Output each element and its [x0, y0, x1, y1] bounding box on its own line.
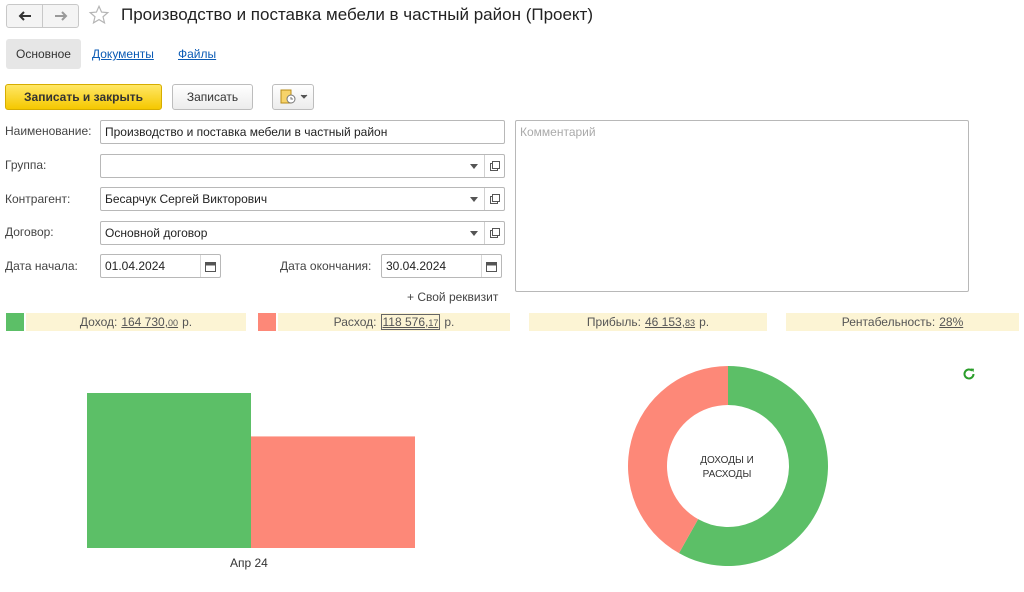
- profitability-stat: Рентабельность: 28%: [786, 313, 1019, 331]
- end-date-label: Дата окончания:: [280, 259, 372, 273]
- end-date-calendar-button[interactable]: [481, 255, 501, 277]
- back-button[interactable]: [7, 5, 42, 27]
- end-date-value[interactable]: 30.04.2024: [386, 259, 447, 273]
- expense-stat: Расход: 118 576,17 р.: [278, 313, 510, 331]
- income-label: Доход:: [79, 315, 118, 329]
- counterparty-field[interactable]: Бесарчук Сергей Викторович: [100, 187, 505, 211]
- contract-open-button[interactable]: [484, 222, 504, 244]
- favorite-button[interactable]: [88, 4, 110, 29]
- document-clock-icon: [280, 89, 295, 104]
- income-stat: Доход: 164 730,00 р.: [26, 313, 246, 331]
- profitability-label: Рентабельность:: [841, 315, 936, 329]
- navigation-buttons: [6, 4, 79, 28]
- group-field[interactable]: [100, 154, 505, 178]
- tab-main[interactable]: Основное: [6, 39, 81, 69]
- open-window-icon: [489, 228, 500, 238]
- income-unit: р.: [182, 315, 193, 329]
- counterparty-open-button[interactable]: [484, 188, 504, 210]
- calendar-icon: [486, 261, 497, 272]
- comment-field[interactable]: Комментарий: [515, 120, 969, 292]
- profitability-value[interactable]: 28%: [939, 315, 964, 329]
- start-date-label: Дата начала:: [5, 259, 78, 273]
- chevron-down-icon: [470, 196, 478, 202]
- expense-color-swatch: [258, 313, 276, 331]
- income-expense-donut-chart: [628, 366, 828, 566]
- chevron-down-icon: [300, 94, 307, 99]
- counterparty-label: Контрагент:: [5, 192, 71, 206]
- contract-value[interactable]: Основной договор: [105, 226, 208, 240]
- expense-label: Расход:: [333, 315, 377, 329]
- tab-documents[interactable]: Документы: [92, 47, 154, 61]
- start-date-calendar-button[interactable]: [200, 255, 220, 277]
- group-open-button[interactable]: [484, 155, 504, 177]
- name-label: Наименование:: [5, 124, 92, 138]
- income-color-swatch: [6, 313, 24, 331]
- counterparty-dropdown-button[interactable]: [464, 188, 484, 210]
- group-dropdown-button[interactable]: [464, 155, 484, 177]
- donut-center-title: ДОХОДЫ И РАСХОДЫ: [700, 455, 754, 480]
- arrow-left-icon: [18, 11, 31, 21]
- start-date-field[interactable]: 01.04.2024: [100, 254, 221, 278]
- group-label: Группа:: [5, 158, 47, 172]
- income-bar[interactable]: [87, 393, 251, 548]
- refresh-button[interactable]: [962, 367, 976, 384]
- forward-button[interactable]: [42, 5, 78, 27]
- calendar-icon: [205, 261, 216, 272]
- chevron-down-icon: [470, 163, 478, 169]
- expense-value[interactable]: 118 576,17: [380, 314, 441, 330]
- page-title: Производство и поставка мебели в частный…: [121, 5, 594, 24]
- open-window-icon: [489, 194, 500, 204]
- save-button[interactable]: Записать: [172, 84, 253, 110]
- save-and-close-button[interactable]: Записать и закрыть: [5, 84, 162, 110]
- end-date-field[interactable]: 30.04.2024: [381, 254, 502, 278]
- tab-files[interactable]: Файлы: [178, 47, 217, 61]
- group-value[interactable]: [101, 155, 464, 177]
- more-actions-button[interactable]: [272, 84, 314, 110]
- contract-field[interactable]: Основной договор: [100, 221, 505, 245]
- income-value[interactable]: 164 730,00: [121, 315, 179, 329]
- add-requisite-link[interactable]: + Свой реквизит: [407, 290, 499, 304]
- income-expense-bar-chart: [87, 393, 415, 548]
- expense-slice[interactable]: [628, 366, 728, 554]
- profit-label: Прибыль:: [586, 315, 641, 329]
- star-icon: [88, 4, 110, 25]
- income-slice[interactable]: [679, 366, 828, 566]
- expense-bar[interactable]: [251, 436, 415, 548]
- profit-stat: Прибыль: 46 153,83 р.: [529, 313, 767, 331]
- refresh-icon: [963, 368, 975, 380]
- expense-unit: р.: [444, 315, 455, 329]
- profit-value[interactable]: 46 153,83: [645, 315, 696, 329]
- start-date-value[interactable]: 01.04.2024: [105, 259, 166, 273]
- counterparty-value[interactable]: Бесарчук Сергей Викторович: [105, 192, 268, 206]
- arrow-right-icon: [54, 11, 67, 21]
- contract-dropdown-button[interactable]: [464, 222, 484, 244]
- name-field[interactable]: Производство и поставка мебели в частный…: [100, 120, 505, 144]
- bar-category-label: Апр 24: [230, 556, 268, 570]
- chevron-down-icon: [470, 230, 478, 236]
- profit-unit: р.: [699, 315, 710, 329]
- contract-label: Договор:: [5, 225, 54, 239]
- open-window-icon: [489, 161, 500, 171]
